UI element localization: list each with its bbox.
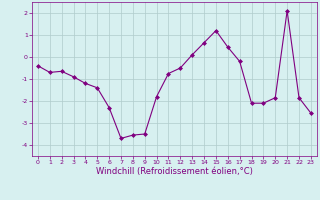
X-axis label: Windchill (Refroidissement éolien,°C): Windchill (Refroidissement éolien,°C) — [96, 167, 253, 176]
